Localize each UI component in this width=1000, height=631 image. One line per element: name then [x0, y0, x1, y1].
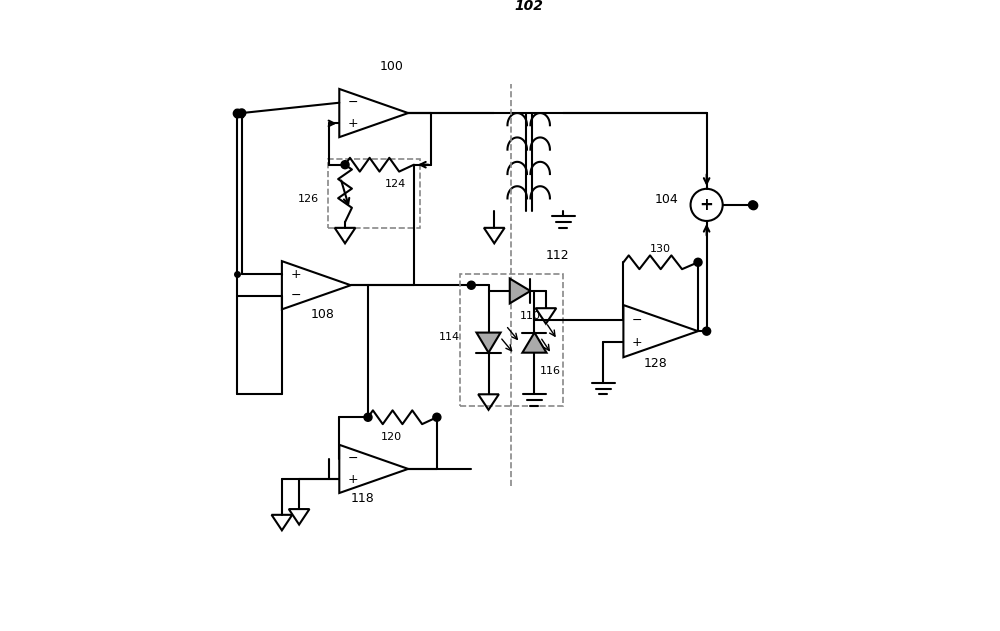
- Text: 118: 118: [351, 492, 375, 505]
- Circle shape: [749, 201, 757, 209]
- Text: 120: 120: [380, 432, 402, 442]
- Text: +: +: [700, 196, 714, 214]
- Text: 102: 102: [514, 0, 543, 13]
- Text: 116: 116: [540, 367, 561, 376]
- Text: 130: 130: [650, 244, 671, 254]
- Text: 124: 124: [385, 179, 406, 189]
- Text: +: +: [348, 473, 358, 486]
- Text: 128: 128: [643, 357, 667, 370]
- Text: 114: 114: [439, 332, 460, 342]
- Text: 112: 112: [546, 249, 570, 262]
- Circle shape: [364, 413, 372, 422]
- Text: 104: 104: [654, 192, 678, 206]
- Text: 108: 108: [311, 308, 334, 321]
- Text: +: +: [348, 117, 358, 130]
- Text: 110: 110: [520, 311, 541, 321]
- Text: 126: 126: [298, 194, 319, 204]
- Text: −: −: [348, 452, 358, 465]
- Circle shape: [467, 281, 475, 289]
- Circle shape: [703, 327, 711, 335]
- Text: −: −: [348, 96, 358, 109]
- Circle shape: [433, 413, 441, 422]
- Text: −: −: [290, 289, 301, 302]
- Polygon shape: [510, 278, 530, 304]
- Circle shape: [341, 161, 349, 168]
- Text: +: +: [631, 336, 642, 349]
- Polygon shape: [522, 333, 546, 353]
- Text: −: −: [631, 314, 642, 326]
- Text: +: +: [290, 268, 301, 281]
- Circle shape: [694, 258, 702, 266]
- Polygon shape: [476, 333, 501, 353]
- Text: 100: 100: [379, 60, 403, 73]
- Circle shape: [238, 109, 246, 117]
